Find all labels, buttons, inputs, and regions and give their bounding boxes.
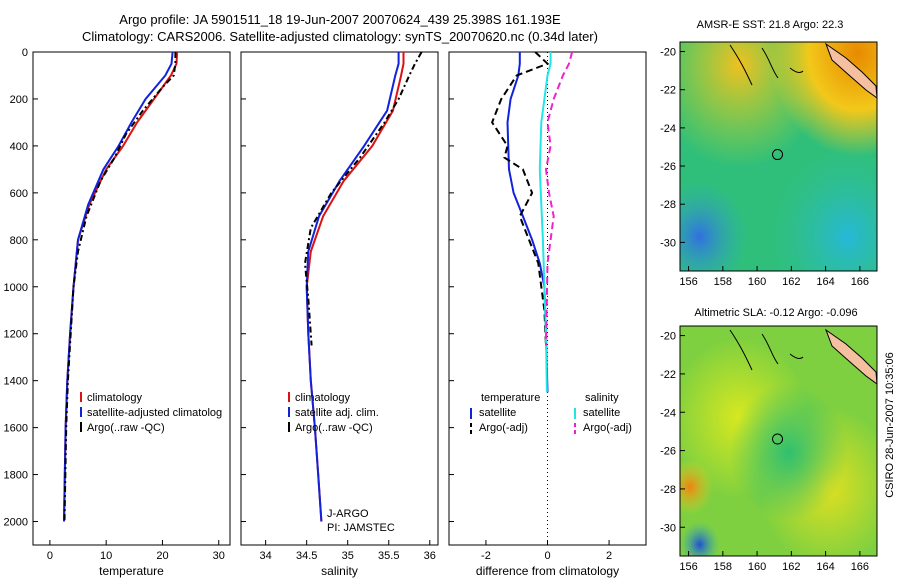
sla-map-ytick-label: -20 — [660, 331, 676, 343]
salinity-xtick-label: 36 — [424, 550, 436, 562]
salinity-legend-label: Argo(..raw -QC) — [295, 422, 373, 434]
difference-xtick-label: -2 — [481, 550, 491, 562]
legend-label-salinity: Argo(-adj) — [583, 422, 632, 434]
depth-tick-label: 600 — [10, 188, 28, 200]
salinity-xtick-label: 34.5 — [296, 550, 317, 562]
depth-tick-label: 400 — [10, 141, 28, 153]
difference-panel: -2 0 2 difference from climatology temperatu… — [448, 51, 647, 578]
sst-map-panel: AMSR-E SST: 21.8 Argo: 22.3 156 158 160 162… — [660, 19, 878, 288]
sst-map-xtick-label: 158 — [714, 276, 732, 288]
salinity-panel: 34 34.5 35 35.5 36 salinity climatology satelli… — [240, 51, 439, 578]
sla-trough-region — [680, 326, 877, 556]
legend-label-temperature: satellite — [479, 407, 516, 419]
temperature-axis-label: temperature — [99, 564, 164, 578]
difference-xtick-label: 2 — [606, 550, 612, 562]
sst-map-ytick-label: -24 — [660, 123, 676, 135]
sst-map-title: AMSR-E SST: 21.8 Argo: 22.3 — [697, 19, 844, 31]
sst-map-ytick-label: -22 — [660, 85, 676, 97]
depth-tick-label: 0 — [22, 47, 28, 59]
sla-map-xtick-label: 158 — [714, 561, 732, 573]
sst-map-ytick-label: -26 — [660, 161, 676, 173]
sst-map-xtick-label: 156 — [679, 276, 697, 288]
sla-profile-marker — [772, 433, 784, 445]
sst-map-xtick-label: 160 — [748, 276, 766, 288]
temperature-xtick-label: 20 — [156, 550, 168, 562]
legend-label-temperature: Argo(-adj) — [479, 422, 528, 434]
series-line-argo-raw-qc — [303, 51, 423, 346]
sst-map-ytick-label: -20 — [660, 47, 676, 59]
sst-map-frame — [679, 41, 878, 272]
temperature-legend-label: satellite-adjusted climatolog — [87, 407, 222, 419]
depth-tick-label: 1200 — [4, 329, 28, 341]
difference-xtick-label: 0 — [544, 550, 550, 562]
depth-tick-label: 1800 — [4, 470, 28, 482]
temperature-legend-label: climatology — [87, 392, 143, 404]
sla-map-ytick-label: -30 — [660, 522, 676, 534]
temperature-panel: 0 10 20 30 0 200 400 600 800 1000 1200 1400 1600 1800… — [4, 47, 231, 578]
salinity-xtick-label: 34 — [260, 550, 272, 562]
sla-map-ytick-label: -24 — [660, 407, 676, 419]
salinity-axis-label: salinity — [321, 564, 358, 578]
salinity-plot-frame — [240, 51, 439, 546]
depth-tick-label: 200 — [10, 94, 28, 106]
figure-title-line1: Argo profile: JA 5901511_18 19-Jun-2007 … — [119, 12, 561, 27]
sla-map-xtick-label: 156 — [679, 561, 697, 573]
depth-tick-label: 2000 — [4, 517, 28, 529]
legend-heading-temperature: temperature — [481, 392, 540, 404]
depth-tick-label: 800 — [10, 235, 28, 247]
sst-map-xtick-label: 162 — [782, 276, 800, 288]
salinity-legend-label: climatology — [295, 392, 351, 404]
figure-title-line2: Climatology: CARS2006. Satellite-adjuste… — [82, 29, 598, 44]
sst-map-ytick-label: -30 — [660, 237, 676, 249]
sla-map-xtick-label: 162 — [782, 561, 800, 573]
sla-map-panel: Altimetric SLA: -0.12 Argo: -0.096 156 15… — [660, 307, 878, 573]
depth-tick-label: 1400 — [4, 376, 28, 388]
credit-stamp: CSIRO 28-Jun-2007 10:35:06 — [884, 352, 896, 498]
sla-reef-contour — [729, 329, 804, 371]
sst-cold-region — [680, 42, 877, 271]
sst-map-xtick-label: 166 — [851, 276, 869, 288]
legend-label-salinity: satellite — [583, 407, 620, 419]
sla-map-ytick-label: -28 — [660, 484, 676, 496]
temperature-legend-label: Argo(..raw -QC) — [87, 422, 165, 434]
salinity-legend-label: satellite adj. clim. — [295, 407, 379, 419]
sst-map-xtick-label: 164 — [816, 276, 834, 288]
difference-axis-label: difference from climatology — [476, 564, 619, 578]
series-line-temperature-argo-adj — [490, 51, 550, 346]
series-line-salinity-satellite — [538, 52, 552, 393]
legend-heading-salinity: salinity — [585, 392, 619, 404]
temperature-xtick-label: 30 — [213, 550, 225, 562]
provider-annotation: PI: JAMSTEC — [327, 522, 395, 534]
sla-map-xtick-label: 164 — [816, 561, 834, 573]
salinity-xtick-label: 35 — [342, 550, 354, 562]
salinity-xtick-label: 35.5 — [378, 550, 399, 562]
series-line-satellite-adj-clim — [305, 52, 400, 522]
sla-map-frame — [679, 325, 878, 557]
series-line-satellite-adjusted-climatology — [63, 51, 174, 522]
sst-reef-contour — [729, 44, 804, 86]
provider-annotation: J-ARGO — [327, 508, 369, 520]
sla-map-xtick-label: 166 — [851, 561, 869, 573]
sla-map-title: Altimetric SLA: -0.12 Argo: -0.096 — [694, 307, 857, 319]
series-line-argo-raw-qc — [63, 52, 177, 522]
sla-map-ytick-label: -26 — [660, 446, 676, 458]
depth-tick-label: 1600 — [4, 423, 28, 435]
temperature-xtick-label: 10 — [100, 550, 112, 562]
sst-profile-marker — [772, 149, 784, 161]
sst-map-ytick-label: -28 — [660, 199, 676, 211]
sla-map-xtick-label: 160 — [748, 561, 766, 573]
sla-map-ytick-label: -22 — [660, 369, 676, 381]
temperature-xtick-label: 0 — [47, 550, 53, 562]
depth-tick-label: 1000 — [4, 282, 28, 294]
